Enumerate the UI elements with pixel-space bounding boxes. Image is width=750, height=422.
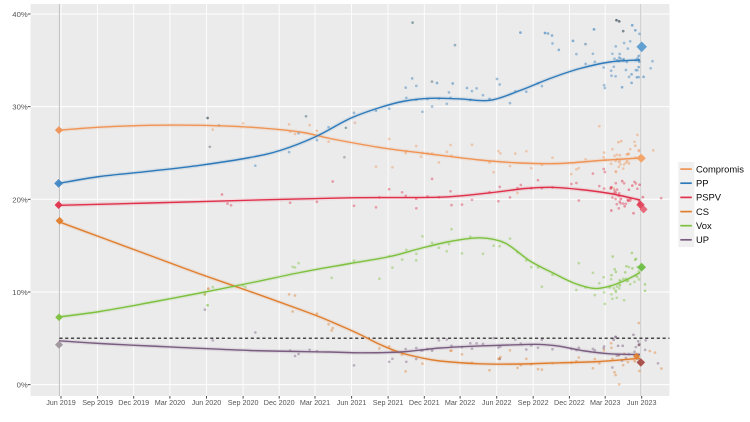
svg-text:Jun 2023: Jun 2023 (627, 398, 657, 407)
svg-text:UP: UP (696, 234, 709, 245)
svg-text:0%: 0% (17, 381, 28, 390)
svg-text:30%: 30% (12, 103, 28, 112)
svg-text:Compromis: Compromis (696, 163, 744, 174)
svg-text:PP: PP (696, 178, 709, 189)
svg-text:40%: 40% (12, 10, 28, 19)
svg-text:Jun 2022: Jun 2022 (482, 398, 512, 407)
svg-text:Dec 2022: Dec 2022 (554, 398, 585, 407)
svg-text:Mar 2020: Mar 2020 (155, 398, 185, 407)
svg-text:20%: 20% (12, 195, 28, 204)
svg-text:Vox: Vox (696, 220, 712, 231)
svg-text:Sep 2019: Sep 2019 (82, 398, 113, 407)
svg-text:CS: CS (696, 206, 709, 217)
svg-text:PSPV: PSPV (696, 192, 722, 203)
svg-text:Mar 2021: Mar 2021 (300, 398, 330, 407)
svg-text:Sep 2021: Sep 2021 (373, 398, 404, 407)
svg-text:Sep 2020: Sep 2020 (228, 398, 259, 407)
svg-text:Mar 2023: Mar 2023 (590, 398, 620, 407)
svg-text:Mar 2022: Mar 2022 (445, 398, 475, 407)
svg-text:Jun 2020: Jun 2020 (192, 398, 222, 407)
svg-text:10%: 10% (12, 288, 28, 297)
svg-text:Jun 2019: Jun 2019 (46, 398, 76, 407)
svg-text:Dec 2020: Dec 2020 (264, 398, 295, 407)
svg-text:Sep 2022: Sep 2022 (518, 398, 549, 407)
svg-text:Jun 2021: Jun 2021 (337, 398, 367, 407)
svg-text:Dec 2021: Dec 2021 (409, 398, 440, 407)
svg-text:Dec 2019: Dec 2019 (118, 398, 149, 407)
